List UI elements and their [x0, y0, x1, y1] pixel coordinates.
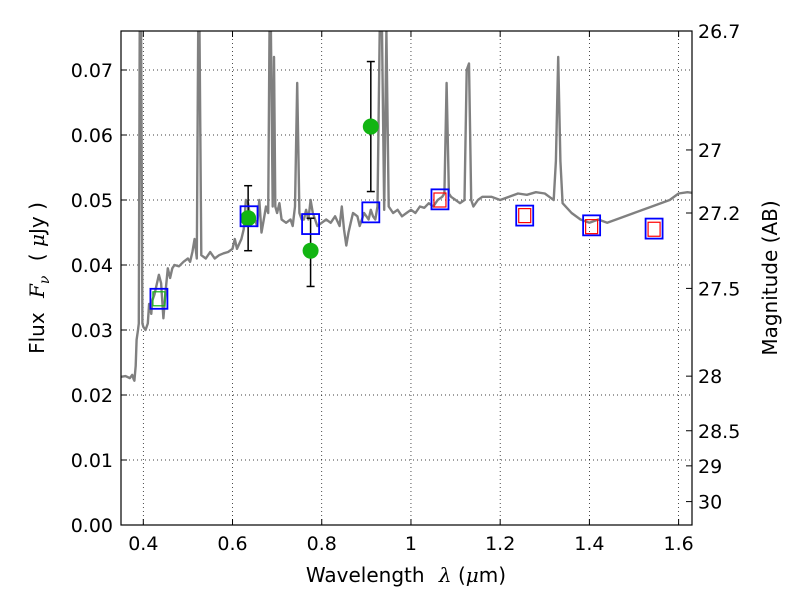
- x-tick-label: 1.4: [574, 533, 604, 555]
- x-axis-unit-mu: μ: [466, 563, 479, 587]
- model-flux-inner-square: [647, 221, 661, 237]
- y-tick-label: 0.05: [71, 190, 113, 212]
- y2-axis-label: Magnitude (AB): [758, 200, 782, 355]
- y2-tick-label: 30: [698, 492, 722, 514]
- model-flux-square: [239, 205, 259, 228]
- x-tick-label: 1.2: [485, 533, 515, 555]
- plot-frame: [120, 30, 693, 526]
- y-axis-symbol: F: [25, 283, 49, 299]
- y-tick-label: 0.00: [71, 515, 113, 537]
- chart-marks: [121, 31, 692, 382]
- model-flux-square: [515, 204, 535, 227]
- model-flux-inner-square: [152, 291, 166, 307]
- axis-ticks: 0.4 0.6 0.8 1 1.2 1.4 1.6 0.00 0.01 0.02 0.03 0.04 0…: [71, 21, 741, 555]
- x-tick-label: 0.4: [128, 533, 158, 555]
- model-flux-inner-square: [585, 219, 599, 235]
- y-axis-label: Flux Fν ( μJy ): [25, 202, 54, 354]
- x-tick-label: 1: [405, 533, 417, 555]
- y-tick-label: 0.04: [71, 255, 113, 277]
- x-axis-label: Wavelength λ (μm): [306, 563, 506, 587]
- x-tick-label: 0.8: [307, 533, 337, 555]
- y2-tick-label: 27: [698, 140, 722, 162]
- model-flux-inner-square: [433, 192, 447, 208]
- y2-tick-label: 26.7: [698, 21, 740, 43]
- y2-tick-label: 28: [698, 366, 722, 388]
- y-axis-symbol-sub: ν: [37, 275, 53, 284]
- y-tick-label: 0.01: [71, 450, 113, 472]
- observed-flux-point: [362, 118, 379, 135]
- y-tick-label: 0.06: [71, 125, 113, 147]
- y2-tick-label: 27.2: [698, 203, 740, 225]
- y-axis-unit-open: (: [25, 247, 49, 261]
- model-flux-square: [430, 188, 450, 211]
- x-axis-unit-rest: m): [479, 563, 506, 587]
- y-tick-label: 0.07: [71, 60, 113, 82]
- plot-background: [121, 31, 692, 525]
- y-axis-unit-rest: Jy ): [25, 202, 49, 236]
- x-axis-symbol: λ: [438, 563, 452, 587]
- x-tick-label: 0.6: [217, 533, 247, 555]
- observed-flux-point: [302, 242, 319, 259]
- y-tick-label: 0.03: [71, 320, 113, 342]
- model-spectrum-line: [121, 31, 692, 382]
- y-tick-label: 0.02: [71, 385, 113, 407]
- model-flux-square: [301, 213, 320, 235]
- model-flux-square: [644, 217, 664, 240]
- y-axis-unit-mu: μ: [25, 234, 49, 247]
- model-flux-square: [149, 287, 169, 310]
- x-axis-label-text: Wavelength: [306, 563, 425, 587]
- y2-tick-label: 29: [698, 456, 722, 478]
- data-layer: [121, 31, 692, 382]
- observed-flux-point: [240, 210, 257, 227]
- y2-tick-label: 27.5: [698, 278, 740, 300]
- x-axis-unit-open: (: [458, 563, 466, 587]
- model-flux-inner-square: [518, 208, 532, 224]
- x-tick-label: 1.6: [664, 533, 694, 555]
- y2-tick-label: 28.5: [698, 421, 740, 443]
- y-axis-label-text: Flux: [25, 312, 49, 354]
- model-flux-square: [582, 214, 602, 237]
- model-flux-square: [361, 201, 381, 224]
